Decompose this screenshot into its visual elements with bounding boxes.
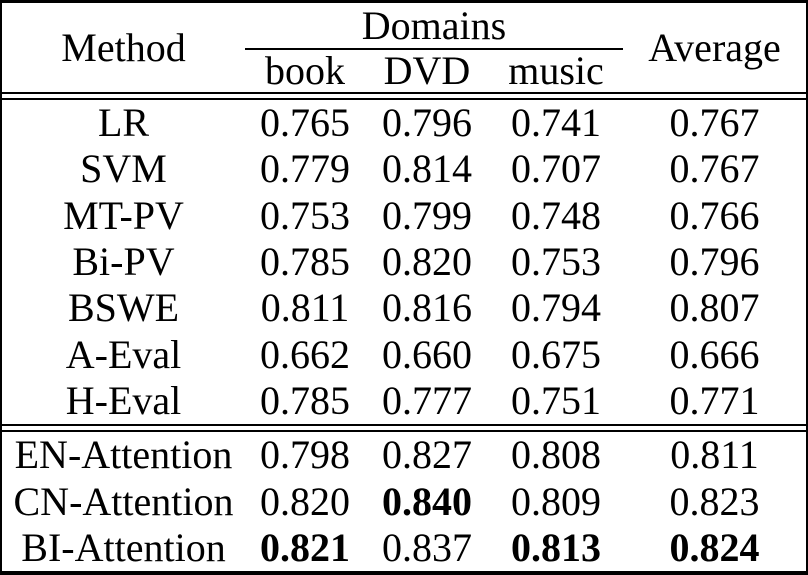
value-cell: 0.707 <box>511 146 601 192</box>
table-row: LR 0.765 0.796 0.741 0.767 <box>2 99 806 146</box>
section-divider-cell <box>2 424 807 433</box>
table-row: MT-PV 0.753 0.799 0.748 0.766 <box>2 193 806 239</box>
value-cell: 0.821 <box>260 524 350 570</box>
results-table: Method Domains Average book DVD music LR… <box>2 3 807 571</box>
value-cell: 0.785 <box>260 239 350 285</box>
value-cell: 0.753 <box>511 239 601 285</box>
value-cell: 0.675 <box>511 331 601 377</box>
value-cell: 0.824 <box>669 524 760 570</box>
value-cell: 0.660 <box>382 331 472 377</box>
value-cell: 0.799 <box>382 192 472 238</box>
header-divider-cell <box>2 92 807 100</box>
method-cell: MT-PV <box>63 192 184 238</box>
value-cell: 0.811 <box>670 432 759 478</box>
value-cell: 0.820 <box>260 478 350 524</box>
value-cell: 0.767 <box>669 100 760 146</box>
value-cell: 0.814 <box>382 146 472 192</box>
method-cell: SVM <box>80 146 167 192</box>
value-cell: 0.796 <box>382 100 472 146</box>
value-cell: 0.823 <box>669 478 760 524</box>
value-cell: 0.837 <box>382 524 472 570</box>
value-cell: 0.771 <box>669 377 760 423</box>
method-cell: Bi-PV <box>72 239 175 285</box>
value-cell: 0.820 <box>382 239 472 285</box>
value-cell: 0.779 <box>260 146 350 192</box>
value-cell: 0.807 <box>669 285 760 331</box>
value-cell: 0.813 <box>511 524 601 570</box>
value-cell: 0.796 <box>669 239 760 285</box>
table-row: H-Eval 0.785 0.777 0.751 0.771 <box>2 378 806 425</box>
value-cell: 0.798 <box>260 432 350 478</box>
value-cell: 0.816 <box>382 285 472 331</box>
col-header-music: music <box>508 48 604 93</box>
value-cell: 0.748 <box>511 192 601 238</box>
table-row: BSWE 0.811 0.816 0.794 0.807 <box>2 285 806 331</box>
table-row: A-Eval 0.662 0.660 0.675 0.666 <box>2 331 806 377</box>
header-row-subcolumns: book DVD music <box>2 49 806 93</box>
value-cell: 0.751 <box>511 377 601 423</box>
value-cell: 0.753 <box>260 192 350 238</box>
value-cell: 0.785 <box>260 377 350 423</box>
value-cell: 0.811 <box>260 285 350 331</box>
table-row: EN-Attention 0.798 0.827 0.808 0.811 <box>2 431 806 478</box>
value-cell: 0.767 <box>669 146 760 192</box>
col-header-method: Method <box>61 24 186 70</box>
table-row: Bi-PV 0.785 0.820 0.753 0.796 <box>2 239 806 285</box>
value-cell: 0.777 <box>382 377 472 423</box>
section-divider <box>2 424 807 433</box>
header-row-top: Method Domains Average <box>2 3 806 68</box>
table-body: LR 0.765 0.796 0.741 0.767 SVM 0.779 0.814 0.707… <box>2 99 807 571</box>
table-row: BI-Attention 0.821 0.837 0.813 0.824 <box>2 525 806 571</box>
value-cell: 0.765 <box>260 100 350 146</box>
col-header-average: Average <box>648 24 781 70</box>
value-cell: 0.809 <box>511 478 601 524</box>
value-cell: 0.840 <box>382 478 472 524</box>
value-cell: 0.741 <box>511 100 601 146</box>
method-cell: BI-Attention <box>21 524 226 570</box>
value-cell: 0.766 <box>669 192 760 238</box>
method-cell: EN-Attention <box>14 432 233 478</box>
header-divider <box>2 92 807 100</box>
col-header-book: book <box>265 48 345 93</box>
method-cell: LR <box>97 100 150 146</box>
method-cell: H-Eval <box>65 377 182 423</box>
col-header-domains: Domains <box>245 3 624 50</box>
value-cell: 0.794 <box>511 285 601 331</box>
value-cell: 0.662 <box>260 331 350 377</box>
col-header-dvd: DVD <box>383 48 471 93</box>
method-cell: A-Eval <box>65 331 182 377</box>
method-cell: CN-Attention <box>13 478 234 524</box>
value-cell: 0.827 <box>382 432 472 478</box>
method-cell: BSWE <box>67 285 180 331</box>
table-row: CN-Attention 0.820 0.840 0.809 0.823 <box>2 478 806 524</box>
table-row: SVM 0.779 0.814 0.707 0.767 <box>2 146 806 192</box>
value-cell: 0.666 <box>669 331 760 377</box>
value-cell: 0.808 <box>511 432 601 478</box>
